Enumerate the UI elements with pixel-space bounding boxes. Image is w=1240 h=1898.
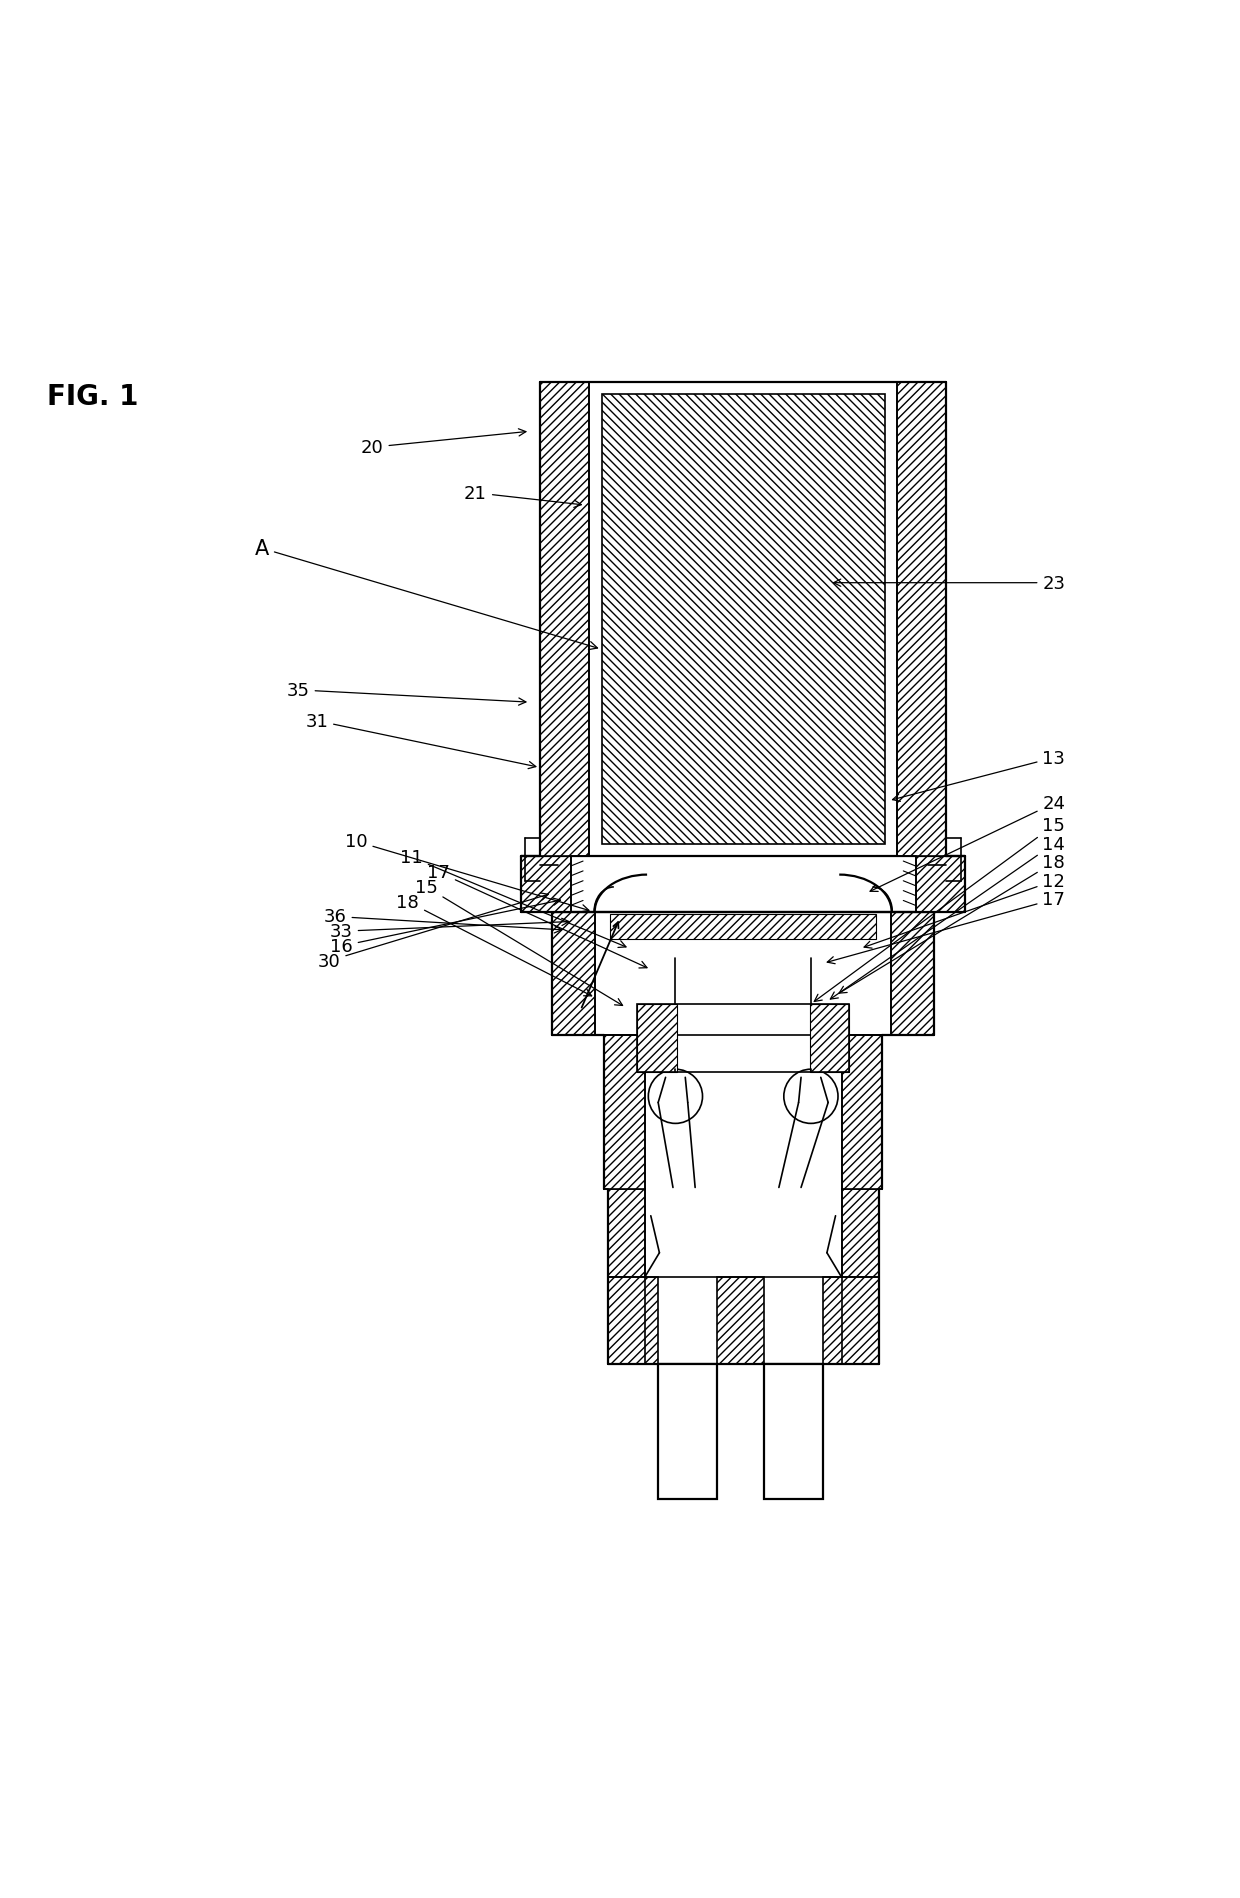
Polygon shape bbox=[842, 1188, 879, 1365]
Polygon shape bbox=[823, 1277, 879, 1365]
Polygon shape bbox=[842, 1034, 883, 1188]
Polygon shape bbox=[717, 1277, 764, 1365]
Text: 30: 30 bbox=[317, 894, 548, 970]
Polygon shape bbox=[604, 1034, 645, 1188]
Polygon shape bbox=[897, 383, 946, 856]
Text: 14: 14 bbox=[831, 835, 1065, 1000]
Bar bbox=[637, 1004, 849, 1072]
Polygon shape bbox=[637, 1004, 677, 1072]
Text: 17: 17 bbox=[427, 864, 647, 968]
Text: 13: 13 bbox=[893, 750, 1065, 801]
Polygon shape bbox=[539, 383, 589, 856]
Circle shape bbox=[784, 1070, 838, 1124]
Text: 24: 24 bbox=[870, 795, 1065, 892]
Polygon shape bbox=[810, 1004, 849, 1072]
Bar bbox=[610, 915, 877, 940]
Text: 15: 15 bbox=[815, 816, 1065, 1002]
Polygon shape bbox=[608, 1277, 658, 1365]
Text: 17: 17 bbox=[827, 890, 1065, 964]
Text: 36: 36 bbox=[324, 907, 562, 934]
Text: 10: 10 bbox=[345, 833, 589, 913]
Text: 11: 11 bbox=[401, 848, 626, 947]
Text: 31: 31 bbox=[305, 712, 536, 769]
Text: 15: 15 bbox=[415, 879, 622, 1006]
Polygon shape bbox=[764, 1365, 823, 1499]
Text: 18: 18 bbox=[839, 854, 1065, 995]
Circle shape bbox=[649, 1070, 703, 1124]
Text: 33: 33 bbox=[330, 919, 569, 941]
Text: 12: 12 bbox=[864, 873, 1065, 949]
Polygon shape bbox=[601, 395, 885, 845]
Polygon shape bbox=[915, 856, 965, 913]
Polygon shape bbox=[892, 913, 934, 1034]
Text: A: A bbox=[254, 539, 598, 651]
Text: 16: 16 bbox=[330, 898, 560, 955]
Text: 21: 21 bbox=[464, 484, 582, 509]
Text: 23: 23 bbox=[833, 575, 1065, 592]
Polygon shape bbox=[658, 1365, 717, 1499]
Text: 35: 35 bbox=[286, 681, 526, 706]
Text: 18: 18 bbox=[397, 894, 591, 996]
Text: 20: 20 bbox=[361, 429, 526, 457]
Polygon shape bbox=[608, 1188, 645, 1365]
Text: FIG. 1: FIG. 1 bbox=[47, 383, 139, 410]
Polygon shape bbox=[552, 913, 595, 1034]
Polygon shape bbox=[522, 856, 570, 913]
